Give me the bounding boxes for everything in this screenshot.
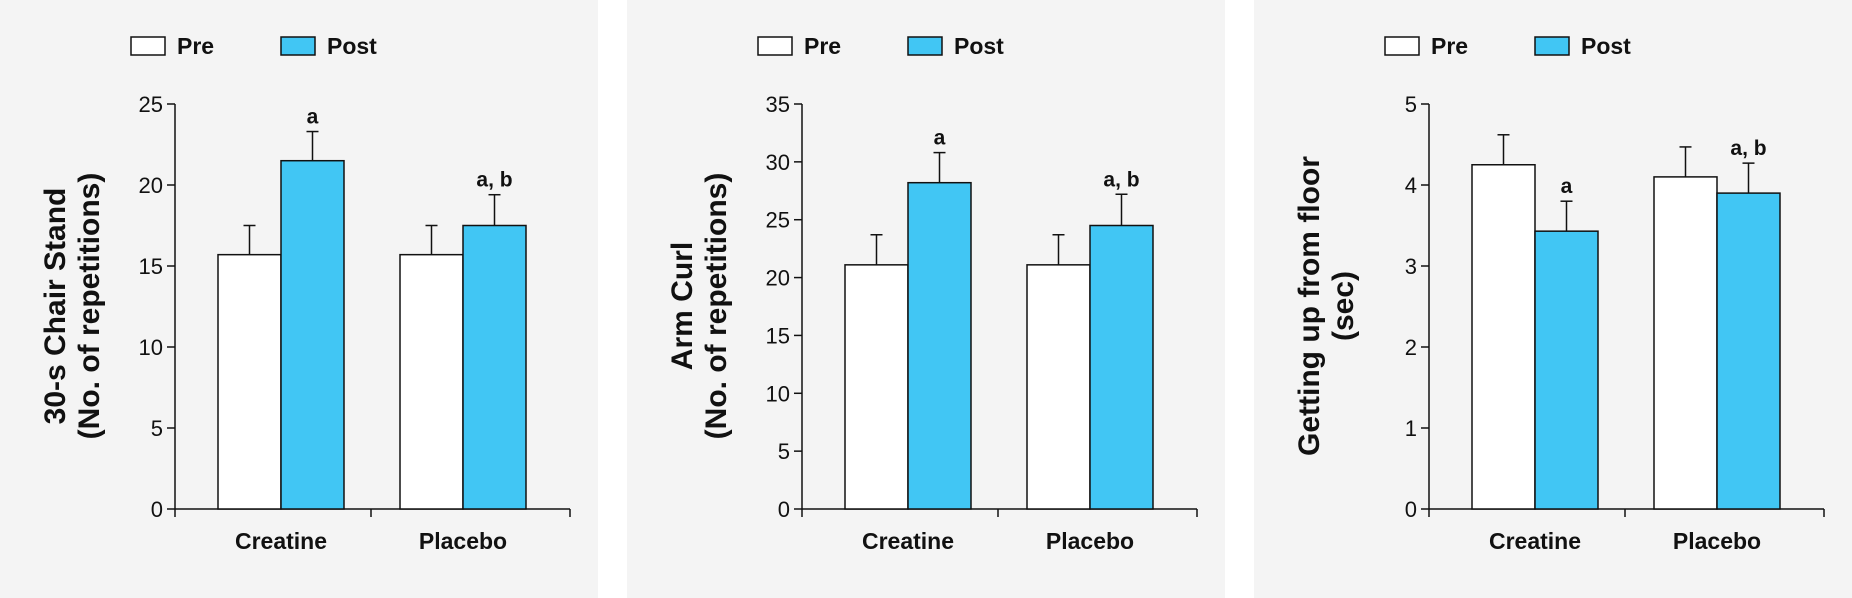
y-axis-title-line-2: (No. of repetitions) — [700, 173, 733, 440]
y-axis-title-line-1: Arm Curl — [666, 242, 699, 370]
y-tick-label-4: 4 — [1405, 173, 1417, 198]
x-category-label-creatine: Creatine — [235, 528, 327, 554]
bar-placebo-post — [462, 224, 527, 510]
y-tick-label-5: 5 — [1405, 92, 1417, 117]
y-axis-title-line-1: 30-s Chair Stand — [39, 188, 72, 425]
y-tick-label-2: 2 — [1405, 335, 1417, 360]
y-tick-label-20: 20 — [766, 266, 790, 291]
y-tick-label-0: 0 — [151, 497, 163, 522]
y-tick-label-35: 35 — [766, 92, 790, 117]
y-tick-label-5: 5 — [778, 439, 790, 464]
y-tick-label-20: 20 — [139, 173, 163, 198]
bar-placebo-pre — [1653, 176, 1718, 510]
y-tick-label-5: 5 — [151, 416, 163, 441]
significance-label-placebo-post: a, b — [1730, 137, 1766, 160]
legend-label-pre: Pre — [1431, 33, 1468, 59]
bar-creatine-pre — [844, 264, 909, 510]
chart-panel-arm-curl: Pre Post Arm Curl (No. of repetitions) 0 5 10 1… — [627, 0, 1225, 598]
bar-placebo-pre — [399, 253, 464, 510]
bar-placebo-post — [1716, 192, 1781, 510]
y-tick-label-1: 1 — [1405, 416, 1417, 441]
y-tick-label-10: 10 — [766, 381, 790, 406]
x-category-label-placebo: Placebo — [419, 528, 507, 554]
y-tick-label-15: 15 — [766, 323, 790, 348]
y-axis-title-line-2: (No. of repetitions) — [73, 173, 106, 440]
y-tick-label-25: 25 — [139, 92, 163, 117]
significance-label-creatine-post: a — [1561, 175, 1573, 198]
y-tick-label-3: 3 — [1405, 254, 1417, 279]
legend-swatch-post — [280, 36, 316, 56]
y-tick-label-0: 0 — [1405, 497, 1417, 522]
chart-panel-chair-stand: Pre Post 30-s Chair Stand (No. of repetitio… — [0, 0, 598, 598]
x-category-label-creatine: Creatine — [1489, 528, 1581, 554]
y-tick-label-25: 25 — [766, 208, 790, 233]
legend-swatch-post — [907, 36, 943, 56]
bar-creatine-pre — [217, 253, 282, 510]
bar-creatine-pre — [1471, 164, 1536, 510]
significance-label-creatine-post: a — [934, 127, 946, 150]
legend-label-post: Post — [954, 33, 1004, 59]
legend-swatch-pre — [757, 36, 793, 56]
y-axis-title-line-2: (sec) — [1327, 271, 1360, 341]
chart-panel-getting-up: Pre Post Getting up from floor (sec) 0 1 2 3 4 5 a… — [1254, 0, 1852, 598]
legend-swatch-pre — [130, 36, 166, 56]
legend-label-pre: Pre — [804, 33, 841, 59]
y-tick-label-30: 30 — [766, 150, 790, 175]
bar-placebo-pre — [1026, 264, 1091, 510]
y-tick-label-0: 0 — [778, 497, 790, 522]
significance-label-placebo-post: a, b — [476, 169, 512, 192]
bar-placebo-post — [1089, 224, 1154, 510]
x-category-label-placebo: Placebo — [1046, 528, 1134, 554]
y-tick-label-15: 15 — [139, 254, 163, 279]
bar-creatine-post — [1534, 230, 1599, 510]
x-category-label-placebo: Placebo — [1673, 528, 1761, 554]
legend-label-post: Post — [1581, 33, 1631, 59]
significance-label-creatine-post: a — [307, 106, 319, 129]
legend-label-pre: Pre — [177, 33, 214, 59]
significance-label-placebo-post: a, b — [1103, 168, 1139, 191]
y-axis-title-line-1: Getting up from floor — [1293, 156, 1326, 456]
y-tick-label-10: 10 — [139, 335, 163, 360]
legend-label-post: Post — [327, 33, 377, 59]
legend-swatch-pre — [1384, 36, 1420, 56]
x-category-label-creatine: Creatine — [862, 528, 954, 554]
legend-swatch-post — [1534, 36, 1570, 56]
bar-creatine-post — [280, 159, 345, 510]
bar-creatine-post — [907, 181, 972, 510]
